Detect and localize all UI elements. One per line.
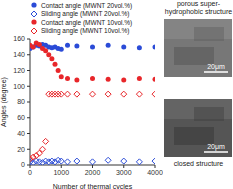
html-text:Sliding angle (MWNT 10vol.%): Sliding angle (MWNT 10vol.%) bbox=[41, 27, 130, 35]
html-text:Contact angle (MWNT 20vol.%): Contact angle (MWNT 20vol.%) bbox=[41, 1, 133, 9]
svg-text:Number of thermal cycles: Number of thermal cycles bbox=[53, 183, 133, 189]
svg-text:160: 160 bbox=[13, 35, 25, 42]
svg-text:Angles (degree): Angles (degree) bbox=[8, 77, 9, 127]
html-text:Sliding angle (MWNT 20vol.%): Sliding angle (MWNT 20vol.%) bbox=[41, 10, 130, 18]
svg-text:140: 140 bbox=[13, 51, 25, 58]
svg-text:20μm: 20μm bbox=[207, 63, 225, 71]
svg-text:2000: 2000 bbox=[85, 169, 101, 176]
html-text:closed structure: closed structure bbox=[173, 160, 224, 167]
svg-text:120: 120 bbox=[13, 67, 25, 74]
svg-text:0: 0 bbox=[28, 169, 32, 176]
svg-text:20: 20 bbox=[17, 146, 25, 153]
html-text:Contact angle (MWNT 10vol.%): Contact angle (MWNT 10vol.%) bbox=[41, 18, 133, 26]
svg-text:1000: 1000 bbox=[53, 169, 69, 176]
svg-text:80: 80 bbox=[17, 98, 25, 105]
svg-text:20μm: 20μm bbox=[207, 143, 225, 151]
svg-text:4000: 4000 bbox=[147, 169, 163, 176]
svg-text:0: 0 bbox=[21, 161, 25, 168]
svg-text:100: 100 bbox=[13, 83, 25, 90]
svg-text:60: 60 bbox=[17, 114, 25, 121]
html-text:porous super-hydrophobic struc: porous super-hydrophobic structure bbox=[164, 0, 233, 15]
svg-text:40: 40 bbox=[17, 130, 25, 137]
svg-text:3000: 3000 bbox=[116, 169, 132, 176]
